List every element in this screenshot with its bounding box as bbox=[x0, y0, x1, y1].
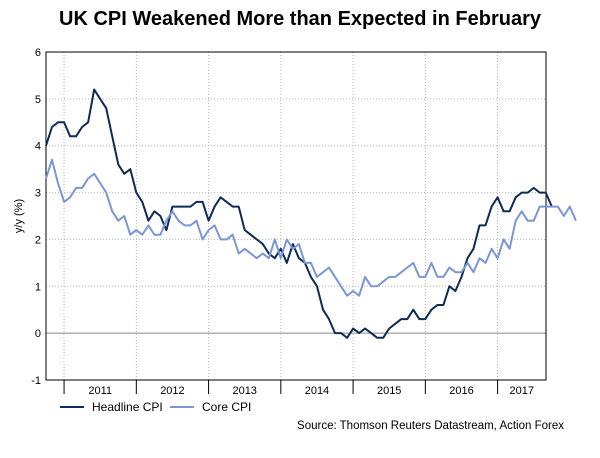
y-tick-label: 4 bbox=[35, 141, 41, 153]
x-tick-label: 2012 bbox=[160, 385, 184, 397]
legend-label-core: Core CPI bbox=[202, 400, 252, 414]
y-tick-label: 2 bbox=[35, 234, 41, 246]
x-tick-label: 2013 bbox=[232, 385, 256, 397]
x-tick-label: 2017 bbox=[510, 385, 534, 397]
y-tick-label: -1 bbox=[31, 375, 41, 387]
series-line-headline-cpi bbox=[45, 88, 553, 339]
source-note: Source: Thomson Reuters Datastream, Acti… bbox=[297, 420, 564, 432]
series-line-core-cpi bbox=[45, 158, 577, 297]
legend-item-headline-cpi: Headline CPI bbox=[60, 400, 163, 414]
y-tick-label: 3 bbox=[35, 188, 41, 200]
y-tick-label: 1 bbox=[35, 281, 41, 293]
x-tick-label: 2015 bbox=[377, 385, 401, 397]
legend-swatch-headline bbox=[60, 406, 84, 408]
plot-frame bbox=[45, 51, 547, 381]
x-tick-label: 2011 bbox=[88, 385, 112, 397]
y-tick-label: 6 bbox=[35, 47, 41, 59]
chart-title: UK CPI Weakened More than Expected in Fe… bbox=[59, 8, 541, 30]
y-tick-label: 0 bbox=[35, 328, 41, 340]
x-tick-label: 2014 bbox=[305, 385, 329, 397]
y-axis-label: y/y (%) bbox=[13, 199, 25, 233]
y-tick-label: 5 bbox=[35, 94, 41, 106]
x-tick-label: 2016 bbox=[449, 385, 473, 397]
legend-swatch-core bbox=[170, 406, 194, 408]
legend-item-core-cpi: Core CPI bbox=[170, 400, 251, 414]
legend-label-headline: Headline CPI bbox=[92, 400, 163, 414]
